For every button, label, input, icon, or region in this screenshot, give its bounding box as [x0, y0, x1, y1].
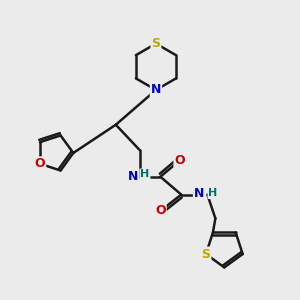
- Text: H: H: [208, 188, 217, 198]
- Text: H: H: [140, 169, 150, 179]
- Text: O: O: [155, 204, 166, 218]
- Text: O: O: [35, 157, 45, 170]
- Text: S: S: [152, 37, 160, 50]
- Text: N: N: [128, 170, 138, 183]
- Text: N: N: [151, 83, 161, 97]
- Text: O: O: [174, 154, 185, 167]
- Text: N: N: [194, 187, 204, 200]
- Text: S: S: [201, 248, 210, 261]
